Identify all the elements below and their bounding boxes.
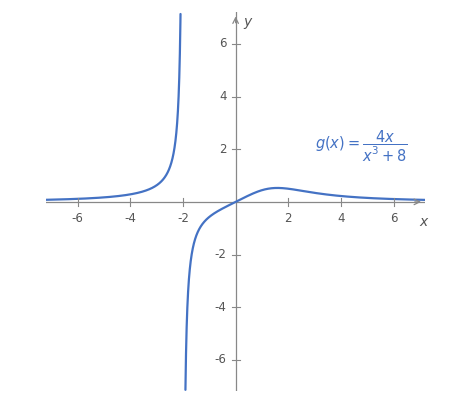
Text: 6: 6 — [390, 213, 397, 225]
Text: $g(x) = \dfrac{4x}{x^3+8}$: $g(x) = \dfrac{4x}{x^3+8}$ — [315, 129, 407, 164]
Text: -6: -6 — [214, 353, 226, 366]
Text: -4: -4 — [214, 301, 226, 314]
Text: -4: -4 — [124, 213, 136, 225]
Text: -2: -2 — [214, 248, 226, 261]
Text: 4: 4 — [337, 213, 345, 225]
Text: 2: 2 — [219, 143, 226, 156]
Text: x: x — [419, 215, 428, 229]
Text: -6: -6 — [72, 213, 84, 225]
Text: -2: -2 — [177, 213, 189, 225]
Text: 4: 4 — [219, 90, 226, 103]
Text: 2: 2 — [285, 213, 292, 225]
Text: y: y — [243, 15, 252, 29]
Text: 6: 6 — [219, 37, 226, 50]
